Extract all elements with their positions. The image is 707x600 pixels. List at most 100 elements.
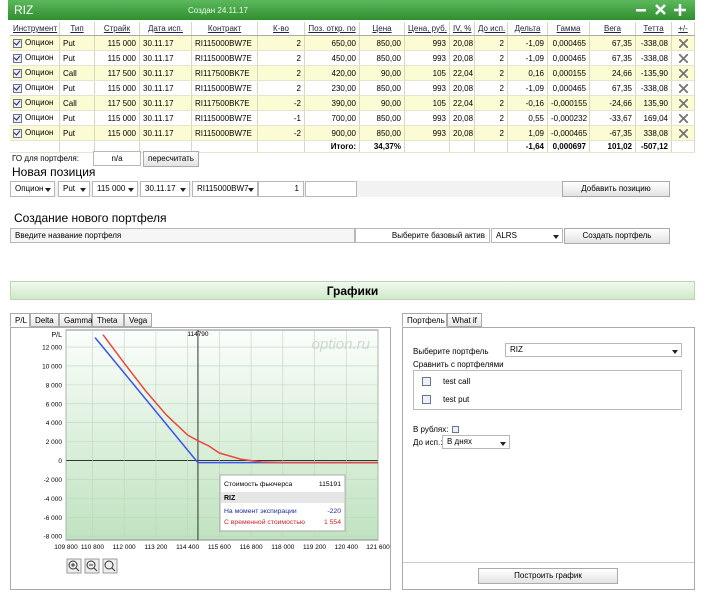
- delete-cell: [672, 111, 695, 126]
- expiry-select[interactable]: В днях: [442, 435, 510, 449]
- column-header[interactable]: Гамма: [548, 22, 590, 36]
- window-controls[interactable]: [634, 3, 692, 17]
- portfolio-title: RIZ: [14, 3, 33, 17]
- base-asset-select[interactable]: ALRS: [491, 228, 563, 243]
- column-header[interactable]: IV, %: [450, 22, 475, 36]
- portfolio-select[interactable]: RIZ: [505, 343, 682, 357]
- total-cell: 101,02: [590, 141, 636, 153]
- column-header[interactable]: До исп.: [475, 22, 508, 36]
- zoom-controls[interactable]: [66, 558, 126, 574]
- cell-text: 30.11.17: [143, 99, 174, 108]
- cell: -2: [258, 126, 305, 141]
- portfolio-name-input[interactable]: Введите название портфеля: [10, 228, 355, 243]
- field-select[interactable]: Put: [58, 181, 90, 197]
- field-select[interactable]: RI115000BW7: [192, 181, 258, 197]
- cell: 117 500: [95, 66, 140, 81]
- delete-button[interactable]: [679, 114, 688, 123]
- field-input[interactable]: [305, 181, 357, 197]
- column-header[interactable]: Тип: [60, 22, 95, 36]
- tab[interactable]: Theta: [92, 313, 124, 327]
- cell-text: Опцион: [25, 128, 53, 137]
- cell-text: 115 000: [108, 39, 136, 48]
- column-header[interactable]: К-во: [258, 22, 305, 36]
- row-checkbox[interactable]: [13, 39, 22, 48]
- column-header[interactable]: Контракт: [192, 22, 258, 36]
- column-header[interactable]: Инструмент: [10, 22, 60, 36]
- cell: 115 000: [95, 51, 140, 66]
- total-cell: [10, 141, 60, 153]
- cell: 650,00: [305, 36, 360, 51]
- cell: 993: [405, 36, 450, 51]
- delete-button[interactable]: [679, 69, 688, 78]
- column-header[interactable]: Дата исп.: [140, 22, 192, 36]
- tab[interactable]: What if: [447, 313, 482, 327]
- cell: RI117500BK7E: [192, 66, 258, 81]
- tab[interactable]: Delta: [30, 313, 59, 327]
- create-portfolio-button[interactable]: Создать портфель: [564, 228, 670, 244]
- portfolio-label: Выберите портфель: [413, 347, 489, 356]
- total-theta: -507,12: [641, 142, 668, 151]
- cell-text: -33,67: [609, 114, 632, 123]
- field-value: 1: [295, 184, 299, 193]
- positions-table: ИнструментТипСтрайкДата исп.КонтрактК-во…: [10, 22, 695, 153]
- delete-button[interactable]: [679, 39, 688, 48]
- x-tick-label: 112 000: [113, 544, 136, 551]
- build-chart-button[interactable]: Построить график: [478, 568, 618, 584]
- delete-button[interactable]: [679, 84, 688, 93]
- row-checkbox[interactable]: [13, 54, 22, 63]
- delete-button[interactable]: [679, 99, 688, 108]
- cell: 993: [405, 81, 450, 96]
- cell-text: 20,08: [453, 114, 473, 123]
- cell-text: 30.11.17: [143, 129, 174, 138]
- zoom-reset[interactable]: [103, 559, 117, 573]
- cell-text: 2: [500, 39, 504, 48]
- cell-text: 117 500: [108, 99, 136, 108]
- cell-text: Call: [63, 99, 77, 108]
- column-header[interactable]: Дельта: [508, 22, 548, 36]
- row-checkbox[interactable]: [13, 84, 22, 93]
- tab[interactable]: P/L: [10, 313, 30, 327]
- column-header[interactable]: Вега: [590, 22, 636, 36]
- row-checkbox[interactable]: [13, 99, 22, 108]
- rubles-checkbox[interactable]: [452, 426, 459, 433]
- zoom-in[interactable]: [67, 559, 81, 573]
- zoom-out[interactable]: [85, 559, 99, 573]
- cell: 20,08: [450, 81, 475, 96]
- row-checkbox[interactable]: [13, 69, 22, 78]
- compare-checkbox[interactable]: [422, 395, 431, 404]
- field-input[interactable]: 1: [258, 181, 304, 197]
- recalc-button[interactable]: пересчитать: [143, 151, 199, 167]
- cell-text: -1: [294, 114, 301, 123]
- row-checkbox[interactable]: [13, 129, 22, 138]
- compare-checkbox[interactable]: [422, 377, 431, 386]
- close-button[interactable]: [656, 5, 665, 14]
- total-cell: [450, 141, 475, 153]
- minimize-button[interactable]: [636, 9, 646, 12]
- tab[interactable]: Портфель: [402, 313, 447, 327]
- column-header[interactable]: Страйк: [95, 22, 140, 36]
- cell: 2: [258, 36, 305, 51]
- column-header[interactable]: +/-: [672, 22, 695, 36]
- add-button[interactable]: [674, 4, 686, 16]
- cell: 850,00: [360, 51, 405, 66]
- cell-text: RI115000BW7E: [195, 129, 252, 138]
- row-checkbox[interactable]: [13, 114, 22, 123]
- column-header[interactable]: Цена: [360, 22, 405, 36]
- tab[interactable]: Vega: [124, 313, 152, 327]
- field-select[interactable]: 30.11.17: [140, 181, 190, 197]
- field-select[interactable]: 115 000: [92, 181, 138, 197]
- delete-button[interactable]: [679, 54, 688, 63]
- delete-button[interactable]: [679, 129, 688, 138]
- field-select[interactable]: Опцион: [10, 181, 55, 197]
- cell: Call: [60, 66, 95, 81]
- column-header[interactable]: Тетта: [636, 22, 672, 36]
- column-header[interactable]: Цена, руб.: [405, 22, 450, 36]
- add-position-button[interactable]: Добавить позицию: [562, 181, 670, 197]
- cell-text: 2: [297, 84, 301, 93]
- tab[interactable]: Gamma: [59, 313, 92, 327]
- cell-text: Опцион: [25, 53, 53, 62]
- column-header[interactable]: Поз. откр. по: [305, 22, 360, 36]
- compare-item: test call: [422, 377, 470, 386]
- cell: 2: [475, 66, 508, 81]
